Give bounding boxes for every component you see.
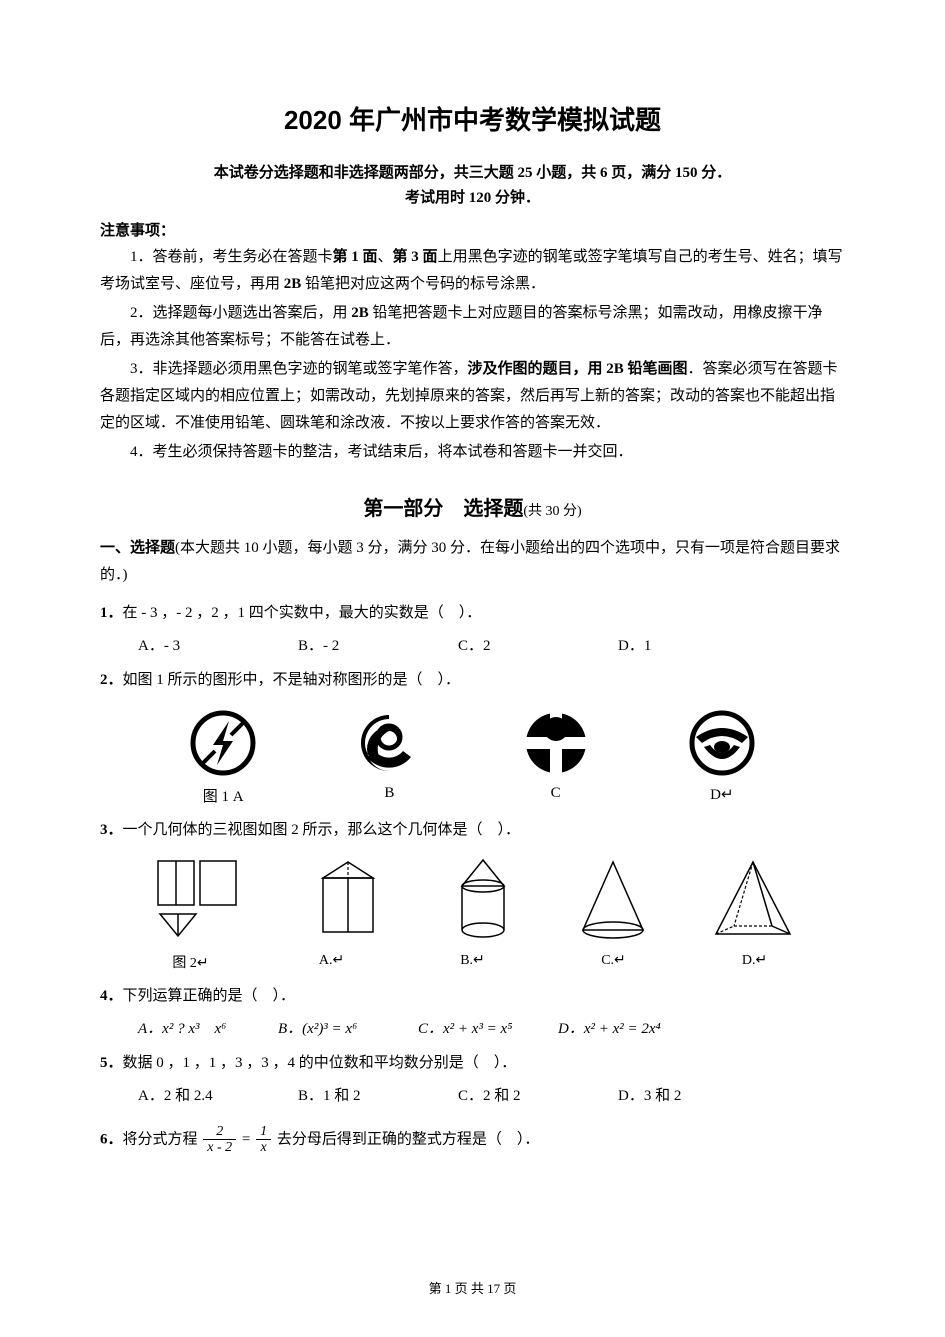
q4-num: 4． [100, 988, 123, 1004]
instr2-a: 2．选择题每小题选出答案后，用 [130, 305, 351, 321]
instr1-a: 1．答卷前，考生务必在答题卡 [130, 249, 333, 265]
question-6: 6．将分式方程 2x - 2 = 1x 去分母后得到正确的整式方程是（ ）． [100, 1124, 845, 1156]
instr1-c: 、 [378, 249, 393, 265]
q6-num: 6． [100, 1131, 123, 1147]
q4-opt-a: A．x² ? x³ x⁶ [138, 1015, 278, 1044]
section1-intro: 一、选择题(本大题共 10 小题，每小题 3 分，满分 30 分．在每小题给出的… [100, 535, 845, 589]
q3-lbl-a: A.↵ [282, 952, 382, 972]
q3-lbl-b: B.↵ [423, 952, 523, 972]
s1-b: 选择题 [130, 540, 175, 556]
q3-shape-b-icon [448, 856, 518, 946]
q6-f1d: x - 2 [203, 1140, 236, 1155]
q6-text-b: 去分母后得到正确的整式方程是（ ）． [273, 1131, 539, 1147]
q5-options: A．2 和 2.4 B．1 和 2 C．2 和 2 D．3 和 2 [100, 1082, 845, 1111]
instr1-b2: 第 3 面 [393, 249, 438, 265]
q2-labels: 图 1 A B C D↵ [100, 783, 845, 816]
q6-f1n: 2 [203, 1124, 236, 1140]
instruction-1: 1．答卷前，考生务必在答题卡第 1 面、第 3 面上用黑色字迹的钢笔或签字笔填写… [100, 244, 845, 298]
q2-lbl-d: D↵ [677, 785, 767, 806]
q4-opt-b: B．(x²)³ = x⁶ [278, 1015, 418, 1044]
part1-main: 第一部分 选择题 [363, 498, 523, 520]
q5-opt-c: C．2 和 2 [458, 1082, 618, 1111]
q2-lbl-c: C [511, 785, 601, 806]
foot-total: 17 [487, 1281, 500, 1296]
notice-heading: 注意事项： [100, 219, 845, 240]
q4-options: A．x² ? x³ x⁶ B．(x²)³ = x⁶ C．x² + x³ = x⁵… [100, 1015, 845, 1044]
q4-opt-c: C．x² + x³ = x⁵ [418, 1015, 558, 1044]
page-footer: 第 1 页 共 17 页 [0, 1278, 945, 1297]
foot-c: 页 [500, 1281, 516, 1296]
q3-three-view-icon [148, 856, 248, 946]
q6-frac1: 2x - 2 [203, 1124, 236, 1156]
q1-opt-d: D．1 [618, 632, 778, 661]
part1-note: (共 30 分) [523, 504, 581, 519]
q4-opt-d: D．x² + x² = 2x⁴ [558, 1015, 698, 1044]
q2-icon-d [686, 707, 758, 779]
q5-opt-d: D．3 和 2 [618, 1082, 778, 1111]
q2-lbl-a: 图 1 A [178, 785, 268, 806]
q3-lbl-d: D.↵ [705, 952, 805, 972]
instruction-4: 4．考生必须保持答题卡的整洁，考试结束后，将本试卷和答题卡一并交回． [100, 439, 845, 466]
q3-num: 3． [100, 822, 123, 838]
foot-b: 页 共 [451, 1281, 487, 1296]
instruction-2: 2．选择题每小题选出答案后，用 2B 铅笔把答题卡上对应题目的答案标号涂黑；如需… [100, 300, 845, 354]
s1-c: (本大题共 10 小题，每小题 3 分，满分 30 分．在每小题给出的四个选项中… [100, 540, 840, 583]
q2-lbl-b: B [344, 785, 434, 806]
q2-icons [100, 699, 845, 783]
part1-title: 第一部分 选择题(共 30 分) [100, 492, 845, 521]
q6-eq: = [238, 1131, 254, 1147]
q1-opt-a: A．- 3 [138, 632, 298, 661]
q2-icon-a [187, 707, 259, 779]
q2-icon-c [520, 707, 592, 779]
q6-frac2: 1x [256, 1124, 271, 1156]
q6-f2n: 1 [256, 1124, 271, 1140]
q1-opt-c: C．2 [458, 632, 618, 661]
exam-title: 2020 年广州市中考数学模拟试题 [100, 100, 845, 137]
s1-a: 一、 [100, 540, 130, 556]
q3-lbl-v: 图 2↵ [141, 952, 241, 972]
q1-num: 1． [100, 605, 123, 621]
q6-text-a: 将分式方程 [123, 1131, 202, 1147]
exam-subtitle-1: 本试卷分选择题和非选择题两部分，共三大题 25 小题，共 6 页，满分 150 … [100, 161, 845, 182]
q4-text: 下列运算正确的是（ ）． [123, 988, 296, 1004]
q3-lbl-c: C.↵ [564, 952, 664, 972]
q3-labels: 图 2↵ A.↵ B.↵ C.↵ D.↵ [100, 950, 845, 982]
q2-text: 如图 1 所示的图形中，不是轴对称图形的是（ ）． [123, 672, 461, 688]
instr1-b3: 2B [284, 276, 302, 292]
q3-shape-c-icon [573, 856, 653, 946]
foot-a: 第 [429, 1281, 445, 1296]
q1-options: A．- 3 B．- 2 C．2 D．1 [100, 632, 845, 661]
q1-opt-b: B．- 2 [298, 632, 458, 661]
q3-shape-d-icon [708, 856, 798, 946]
q6-f2d: x [256, 1140, 271, 1155]
q5-opt-b: B．1 和 2 [298, 1082, 458, 1111]
q3-text: 一个几何体的三视图如图 2 所示，那么这个几何体是（ ）． [123, 822, 521, 838]
instr2-b1: 2B [351, 305, 369, 321]
q3-shape-a-icon [303, 856, 393, 946]
q1-text: 在 - 3 ，- 2 ，2 ，1 四个实数中，最大的实数是（ ）． [123, 605, 482, 621]
question-3: 3．一个几何体的三视图如图 2 所示，那么这个几何体是（ ）． [100, 816, 845, 845]
instr1-b1: 第 1 面 [333, 249, 378, 265]
q2-num: 2． [100, 672, 123, 688]
instruction-3: 3．非选择题必须用黑色字迹的钢笔或签字笔作答，涉及作图的题目，用 2B 铅笔画图… [100, 356, 845, 437]
q2-icon-b [353, 707, 425, 779]
instr3-b1: 涉及作图的题目，用 2B 铅笔画图 [468, 361, 688, 377]
question-2: 2．如图 1 所示的图形中，不是轴对称图形的是（ ）． [100, 666, 845, 695]
question-4: 4．下列运算正确的是（ ）． [100, 982, 845, 1011]
q5-num: 5． [100, 1055, 123, 1071]
question-5: 5．数据 0 ，1 ，1 ，3 ，3 ，4 的中位数和平均数分别是（ ）． [100, 1049, 845, 1078]
exam-subtitle-2: 考试用时 120 分钟． [100, 186, 845, 207]
question-1: 1．在 - 3 ，- 2 ，2 ，1 四个实数中，最大的实数是（ ）． [100, 599, 845, 628]
q3-shapes [100, 848, 845, 950]
instr3-a: 3．非选择题必须用黑色字迹的钢笔或签字笔作答， [130, 361, 468, 377]
q5-opt-a: A．2 和 2.4 [138, 1082, 298, 1111]
q5-text: 数据 0 ，1 ，1 ，3 ，3 ，4 的中位数和平均数分别是（ ）． [123, 1055, 517, 1071]
instr1-e: 铅笔把对应这两个号码的标号涂黑． [301, 276, 545, 292]
